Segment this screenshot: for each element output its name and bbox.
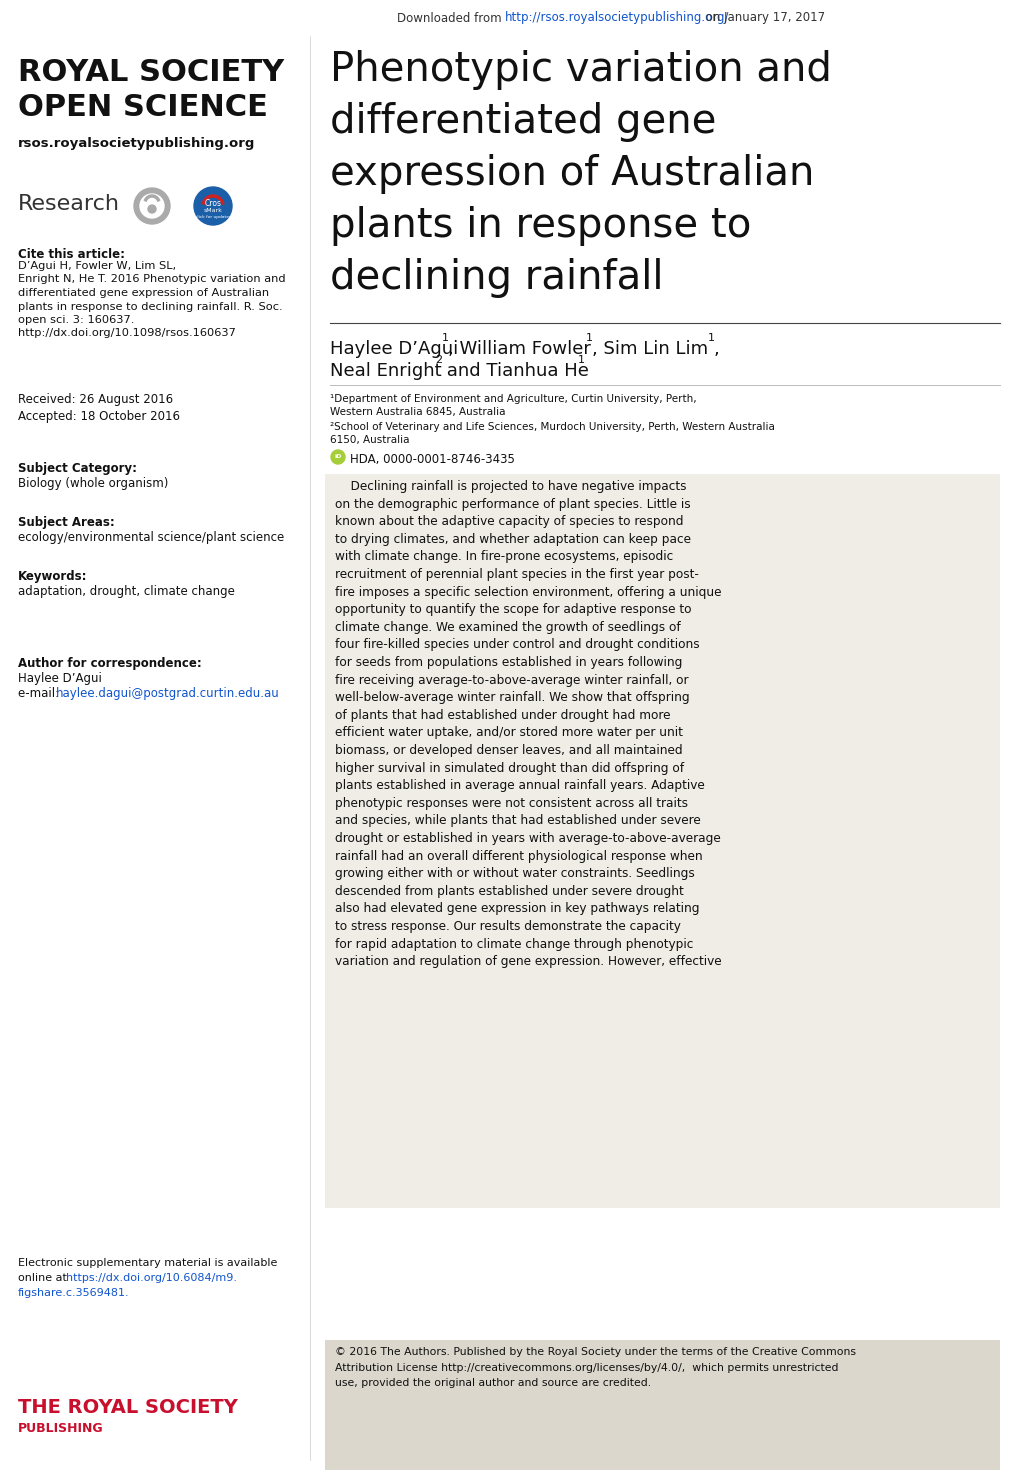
Text: Western Australia 6845, Australia: Western Australia 6845, Australia — [330, 408, 505, 417]
Text: adaptation, drought, climate change: adaptation, drought, climate change — [18, 585, 234, 598]
Text: 2: 2 — [434, 354, 441, 365]
Text: THE ROYAL SOCIETY: THE ROYAL SOCIETY — [18, 1399, 237, 1416]
Text: ²School of Veterinary and Life Sciences, Murdoch University, Perth, Western Aust: ²School of Veterinary and Life Sciences,… — [330, 422, 774, 431]
Text: 1: 1 — [441, 332, 448, 343]
Text: Research: Research — [18, 193, 120, 214]
Text: , William Fowler: , William Fowler — [447, 340, 590, 357]
Circle shape — [140, 193, 164, 219]
Text: PUBLISHING: PUBLISHING — [18, 1422, 104, 1436]
Text: Keywords:: Keywords: — [18, 570, 88, 583]
Circle shape — [148, 205, 156, 213]
Text: Declining rainfall is projected to have negative impacts
on the demographic perf: Declining rainfall is projected to have … — [334, 480, 720, 969]
Text: http://rsos.royalsocietypublishing.org/: http://rsos.royalsocietypublishing.org/ — [504, 12, 729, 25]
FancyBboxPatch shape — [325, 1340, 999, 1470]
Text: 6150, Australia: 6150, Australia — [330, 436, 409, 445]
Text: open sci. 3: 160637.: open sci. 3: 160637. — [18, 315, 135, 325]
Text: , Sim Lin Lim: , Sim Lin Lim — [591, 340, 707, 357]
Text: haylee.dagui@postgrad.curtin.edu.au: haylee.dagui@postgrad.curtin.edu.au — [56, 687, 279, 700]
Text: Biology (whole organism): Biology (whole organism) — [18, 477, 168, 490]
Text: Haylee D’Agui: Haylee D’Agui — [18, 672, 102, 685]
Text: Subject Category:: Subject Category: — [18, 462, 137, 476]
Text: Neal Enright: Neal Enright — [330, 362, 441, 380]
Text: Cite this article:: Cite this article: — [18, 248, 125, 261]
Text: iD: iD — [334, 455, 341, 459]
Text: Enright N, He T. 2016 Phenotypic variation and: Enright N, He T. 2016 Phenotypic variati… — [18, 275, 285, 285]
Text: declining rainfall: declining rainfall — [330, 258, 662, 298]
Text: differentiated gene expression of Australian: differentiated gene expression of Austra… — [18, 288, 269, 298]
Text: Phenotypic variation and: Phenotypic variation and — [330, 50, 832, 90]
Text: online at: online at — [18, 1273, 73, 1284]
Text: http://dx.doi.org/10.1098/rsos.160637: http://dx.doi.org/10.1098/rsos.160637 — [18, 328, 235, 338]
Text: plants in response to declining rainfall. R. Soc.: plants in response to declining rainfall… — [18, 301, 282, 312]
Text: click for updates: click for updates — [195, 216, 231, 219]
Text: Downloaded from: Downloaded from — [396, 12, 504, 25]
Text: 1: 1 — [586, 332, 592, 343]
Text: D’Agui H, Fowler W, Lim SL,: D’Agui H, Fowler W, Lim SL, — [18, 261, 176, 270]
Text: plants in response to: plants in response to — [330, 205, 751, 247]
Text: HDA, 0000-0001-8746-3435: HDA, 0000-0001-8746-3435 — [350, 453, 515, 467]
Circle shape — [194, 188, 231, 225]
Text: expression of Australian: expression of Australian — [330, 154, 813, 193]
Text: https://dx.doi.org/10.6084/m9.: https://dx.doi.org/10.6084/m9. — [66, 1273, 237, 1284]
Text: ROYAL SOCIETY: ROYAL SOCIETY — [18, 58, 284, 87]
Text: Subject Areas:: Subject Areas: — [18, 515, 115, 529]
Text: 1: 1 — [707, 332, 714, 343]
Text: e-mail:: e-mail: — [18, 687, 63, 700]
Text: and Tianhua He: and Tianhua He — [440, 362, 588, 380]
Text: © 2016 The Authors. Published by the Royal Society under the terms of the Creati: © 2016 The Authors. Published by the Roy… — [334, 1347, 855, 1388]
Text: Haylee D’Agui: Haylee D’Agui — [330, 340, 458, 357]
FancyBboxPatch shape — [325, 474, 999, 1208]
Text: sMark: sMark — [204, 207, 222, 213]
Text: on January 17, 2017: on January 17, 2017 — [701, 12, 824, 25]
Text: ¹Department of Environment and Agriculture, Curtin University, Perth,: ¹Department of Environment and Agricultu… — [330, 394, 696, 405]
Text: ,: , — [713, 340, 719, 357]
Circle shape — [331, 450, 344, 464]
Circle shape — [133, 188, 170, 225]
Text: rsos.royalsocietypublishing.org: rsos.royalsocietypublishing.org — [18, 137, 255, 151]
Text: ecology/environmental science/plant science: ecology/environmental science/plant scie… — [18, 532, 284, 544]
Text: Accepted: 18 October 2016: Accepted: 18 October 2016 — [18, 411, 179, 422]
Text: 1: 1 — [578, 354, 585, 365]
Text: Cros: Cros — [204, 198, 221, 207]
Text: Author for correspondence:: Author for correspondence: — [18, 657, 202, 671]
Text: figshare.c.3569481.: figshare.c.3569481. — [18, 1288, 129, 1298]
Text: differentiated gene: differentiated gene — [330, 102, 715, 142]
Text: Electronic supplementary material is available: Electronic supplementary material is ava… — [18, 1258, 277, 1267]
Text: OPEN SCIENCE: OPEN SCIENCE — [18, 93, 268, 123]
Text: Received: 26 August 2016: Received: 26 August 2016 — [18, 393, 173, 406]
